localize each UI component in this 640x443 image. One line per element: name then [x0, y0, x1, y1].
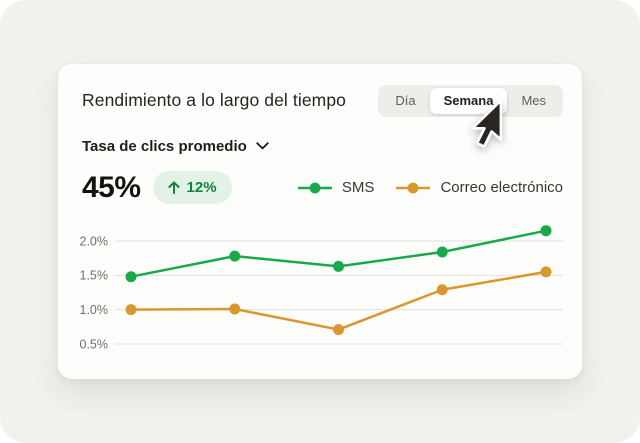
legend-label-sms: SMS [341, 179, 375, 197]
data-point-email [229, 303, 241, 315]
time-range-tab-group: Día Semana Mes [378, 85, 563, 117]
tab-semana[interactable]: Semana [429, 88, 508, 114]
y-tick-label: 2.0% [80, 234, 109, 248]
legend-item-email: Correo electrónico [396, 179, 563, 196]
legend-label-email: Correo electrónico [440, 179, 563, 197]
tab-mes[interactable]: Mes [507, 88, 560, 114]
legend-marker-sms [297, 182, 332, 193]
stat-group: 45% 12% [82, 171, 232, 205]
chart-area: 2.0% 1.5% 1.0% 0.5% [58, 218, 582, 370]
data-point-email [436, 283, 448, 295]
delta-value: 12% [186, 179, 217, 197]
data-point-email [333, 323, 344, 335]
chevron-down-icon [256, 142, 269, 150]
y-tick-label: 0.5% [80, 337, 109, 351]
stats-row: 45% 12% SMS [58, 156, 582, 205]
delta-badge: 12% [152, 171, 232, 205]
y-tick-label: 1.0% [80, 303, 109, 317]
chart-legend: SMS Correo electrónico [297, 179, 563, 197]
y-tick-label: 1.5% [80, 268, 109, 282]
data-point-sms [436, 246, 448, 258]
primary-metric-value: 45% [82, 170, 141, 204]
metric-selector-dropdown[interactable]: Tasa de clics promedio [82, 138, 269, 155]
data-point-sms [333, 260, 344, 272]
data-point-email [125, 303, 137, 315]
metric-selector-label: Tasa de clics promedio [82, 137, 247, 155]
data-point-sms [540, 224, 552, 236]
series-line-email [129, 270, 548, 331]
metric-selector-row: Tasa de clics promedio [58, 117, 582, 156]
data-point-sms [125, 270, 137, 282]
legend-marker-email [396, 182, 431, 193]
tab-dia[interactable]: Día [381, 88, 429, 114]
performance-card: Rendimiento a lo largo del tiempo Día Se… [58, 64, 582, 379]
legend-item-sms: SMS [297, 179, 375, 197]
card-header: Rendimiento a lo largo del tiempo Día Se… [58, 64, 582, 117]
arrow-up-icon [167, 181, 180, 195]
data-point-email [540, 265, 552, 277]
page-title: Rendimiento a lo largo del tiempo [82, 90, 347, 111]
data-point-sms [229, 250, 241, 262]
performance-line-chart: 2.0% 1.5% 1.0% 0.5% [80, 224, 563, 351]
